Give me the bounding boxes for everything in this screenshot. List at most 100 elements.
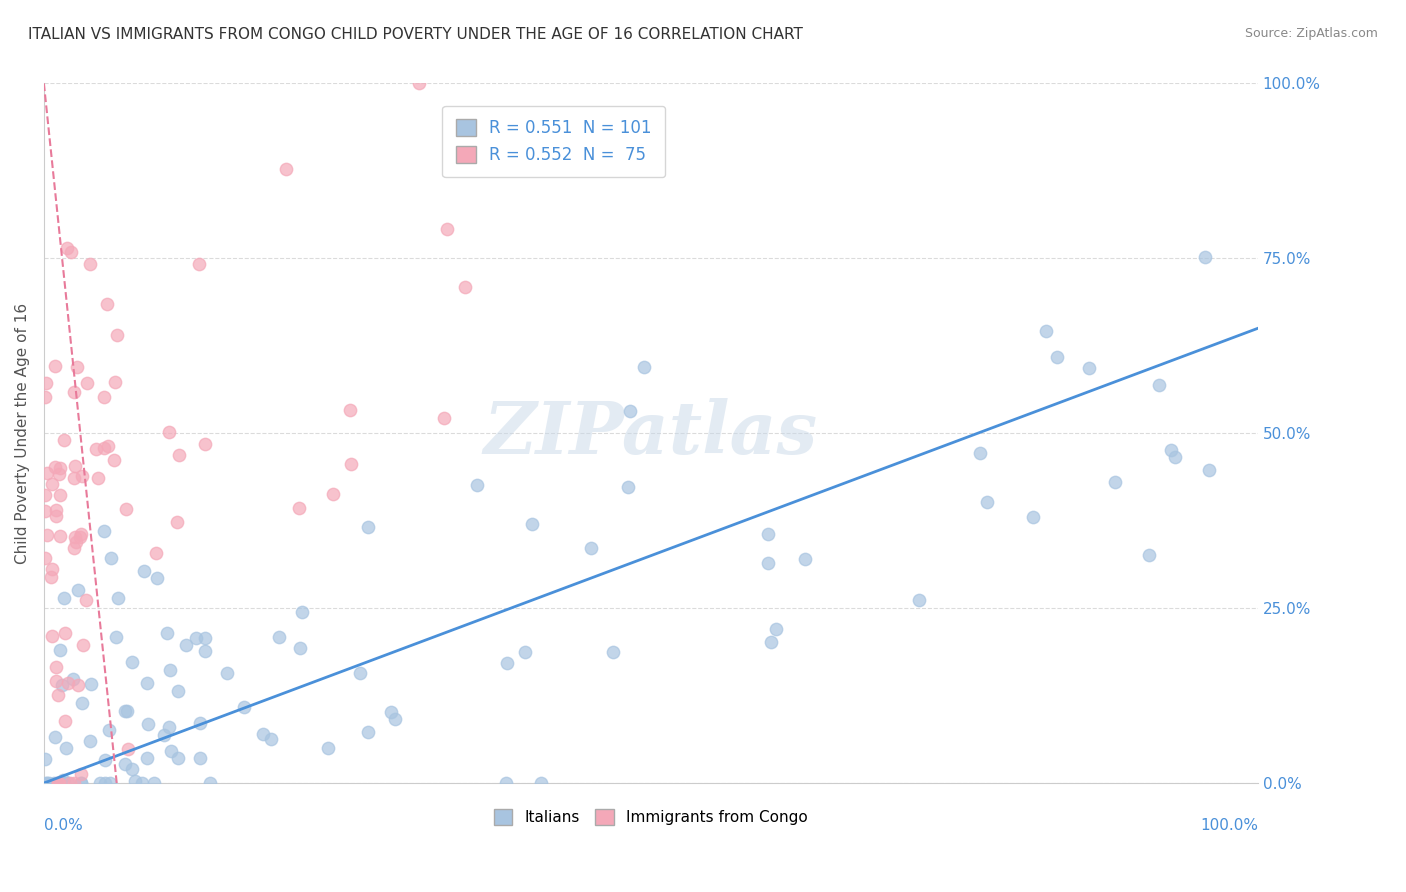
Point xyxy=(103,453,125,467)
Point xyxy=(1147,377,1170,392)
Point xyxy=(633,360,655,375)
Point xyxy=(80,677,103,691)
Point xyxy=(56,241,79,255)
Point xyxy=(530,776,553,790)
Point xyxy=(45,659,67,673)
Point xyxy=(340,457,363,471)
Point xyxy=(194,644,217,658)
Point xyxy=(408,77,430,91)
Point xyxy=(114,757,136,772)
Point xyxy=(34,390,56,404)
Point xyxy=(46,688,69,702)
Point xyxy=(86,471,108,485)
Point xyxy=(55,741,77,756)
Point xyxy=(159,663,181,677)
Point xyxy=(38,776,60,790)
Point xyxy=(513,645,536,659)
Point xyxy=(184,631,207,645)
Point xyxy=(322,487,344,501)
Point xyxy=(274,162,297,177)
Point xyxy=(260,732,283,747)
Point xyxy=(34,503,56,517)
Point xyxy=(62,776,84,790)
Point xyxy=(380,706,402,720)
Point xyxy=(156,625,179,640)
Point xyxy=(252,726,274,740)
Point xyxy=(93,390,115,404)
Point xyxy=(1046,350,1069,364)
Point xyxy=(357,520,380,534)
Point xyxy=(124,773,146,788)
Point xyxy=(56,776,79,790)
Point xyxy=(115,704,138,718)
Point xyxy=(45,508,67,523)
Point xyxy=(63,530,86,544)
Point xyxy=(44,673,66,688)
Point xyxy=(70,469,93,483)
Point xyxy=(49,461,72,475)
Point xyxy=(67,583,90,598)
Point xyxy=(454,279,477,293)
Point xyxy=(35,528,58,542)
Point xyxy=(62,672,84,686)
Point xyxy=(1139,548,1161,562)
Point xyxy=(198,776,221,790)
Point xyxy=(79,734,101,748)
Point xyxy=(100,551,122,566)
Point xyxy=(52,591,75,606)
Point xyxy=(495,776,517,790)
Point xyxy=(1194,250,1216,264)
Point xyxy=(70,767,93,781)
Point xyxy=(115,502,138,516)
Point xyxy=(98,723,121,738)
Point xyxy=(117,741,139,756)
Text: 100.0%: 100.0% xyxy=(1199,818,1258,833)
Point xyxy=(288,500,311,515)
Point xyxy=(579,541,602,555)
Point xyxy=(188,751,211,765)
Point xyxy=(107,591,129,605)
Point xyxy=(190,716,212,731)
Point xyxy=(79,257,101,271)
Point xyxy=(59,244,82,259)
Point xyxy=(145,546,167,560)
Point xyxy=(167,449,190,463)
Point xyxy=(232,700,254,714)
Point xyxy=(56,675,79,690)
Point xyxy=(46,776,69,790)
Point xyxy=(1078,360,1101,375)
Point xyxy=(291,605,314,619)
Point xyxy=(316,741,339,756)
Point xyxy=(349,665,371,680)
Point xyxy=(34,550,56,565)
Point xyxy=(339,402,361,417)
Point xyxy=(53,714,76,728)
Point xyxy=(217,666,239,681)
Point xyxy=(436,222,458,236)
Point xyxy=(53,776,76,790)
Point xyxy=(46,776,69,790)
Point xyxy=(288,641,311,656)
Point xyxy=(357,725,380,739)
Point xyxy=(75,592,97,607)
Point xyxy=(39,569,62,583)
Point xyxy=(63,541,86,556)
Point xyxy=(135,675,157,690)
Point xyxy=(49,529,72,543)
Point xyxy=(41,476,63,491)
Point xyxy=(66,359,89,374)
Point xyxy=(166,515,188,529)
Point xyxy=(157,425,180,439)
Point xyxy=(135,751,157,765)
Point xyxy=(756,556,779,570)
Point xyxy=(65,535,87,549)
Point xyxy=(1104,475,1126,489)
Point xyxy=(153,728,176,742)
Point xyxy=(1035,324,1057,338)
Point xyxy=(97,440,120,454)
Point xyxy=(602,645,624,659)
Point xyxy=(35,776,58,790)
Point xyxy=(188,257,211,271)
Point xyxy=(72,639,94,653)
Point xyxy=(104,375,127,389)
